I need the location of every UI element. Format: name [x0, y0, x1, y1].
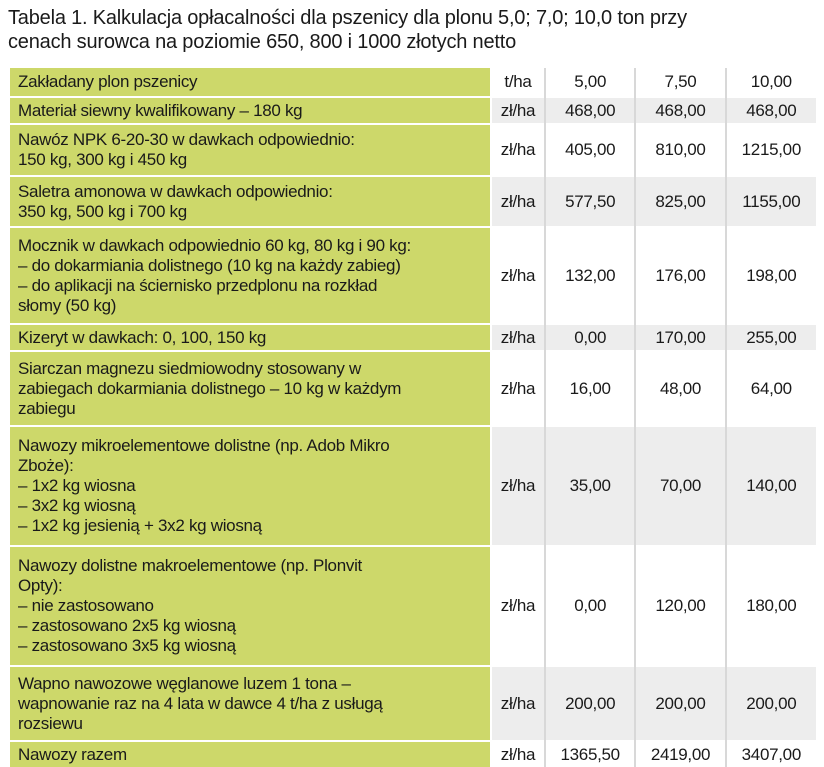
unit-cell: zł/ha [490, 226, 545, 324]
caption-line: Tabela 1. Kalkulacja opłacalności dla ps… [8, 7, 687, 29]
value-cell: 170,00 [634, 323, 726, 351]
row-label: Materiał siewny kwalifikowany – 180 kg [10, 96, 491, 124]
label-line: – zastosowano 3x5 kg wiosną [18, 636, 236, 655]
label-line: słomy (50 kg) [18, 295, 117, 315]
value-cell: 132,00 [543, 226, 636, 324]
label-line: zabiegu [18, 398, 76, 418]
row-label: Wapno nawozowe węglanowe luzem 1 tona – w… [10, 665, 491, 741]
unit-cell: t/ha [490, 66, 545, 97]
label-line: 350 kg, 500 kg i 700 kg [18, 201, 187, 221]
label-line: Saletra amonowa w dawkach odpowiednio: [18, 181, 333, 201]
label-line: rozsiewu [18, 713, 83, 733]
value-cell: 577,50 [543, 175, 636, 227]
table-row: Nawozy dolistne makroelementowe (np. Plo… [10, 545, 816, 666]
unit-cell: zł/ha [490, 545, 545, 666]
row-label: Nawozy mikroelementowe dolistne (np. Ado… [10, 425, 491, 546]
value-cell: 16,00 [543, 350, 636, 426]
label-line: Materiał siewny kwalifikowany – 180 kg [18, 100, 303, 120]
unit-cell: zł/ha [490, 175, 545, 227]
label-line: Nawozy mikroelementowe dolistne (np. Ado… [18, 436, 390, 455]
value-cell: 0,00 [543, 323, 636, 351]
table-row: Nawozy mikroelementowe dolistne (np. Ado… [10, 425, 816, 546]
unit-cell: zł/ha [490, 740, 545, 767]
label-line: Kizeryt w dawkach: 0, 100, 150 kg [18, 327, 267, 347]
value-cell: 0,00 [543, 545, 636, 666]
label-line: – 1x2 kg jesienią + 3x2 kg wiosną [18, 516, 262, 535]
value-cell: 1155,00 [724, 175, 816, 227]
label-line: – do dokarmiania dolistnego (10 kg na ka… [18, 255, 401, 275]
value-cell: 200,00 [543, 665, 636, 741]
table-row: Wapno nawozowe węglanowe luzem 1 tona – w… [10, 665, 816, 741]
value-cell: 176,00 [634, 226, 726, 324]
value-cell: 2419,00 [634, 740, 726, 767]
value-cell: 1215,00 [724, 123, 816, 176]
row-label: Nawozy razem [10, 740, 491, 767]
value-cell: 810,00 [634, 123, 726, 176]
value-cell: 180,00 [724, 545, 816, 666]
table-row: Mocznik w dawkach odpowiednio 60 kg, 80 … [10, 226, 816, 324]
value-cell: 255,00 [724, 323, 816, 351]
table-row: Zakładany plon pszenicy t/ha 5,00 7,50 10,00 [10, 66, 816, 97]
label-line: 150 kg, 300 kg i 450 kg [18, 150, 187, 169]
value-cell: 405,00 [543, 123, 636, 176]
row-label: Zakładany plon pszenicy [10, 66, 491, 97]
value-cell: 468,00 [543, 96, 636, 124]
label-line: Zboże): [18, 456, 74, 475]
label-line: – do aplikacji na ściernisko przedplonu … [18, 275, 378, 295]
label-line: Nawozy razem [18, 744, 127, 764]
label-line: Siarczan magnezu siedmiowodny stosowany … [18, 358, 361, 378]
unit-cell: zł/ha [490, 123, 545, 176]
unit-cell: zł/ha [490, 96, 545, 124]
value-cell: 120,00 [634, 545, 726, 666]
row-label: Kizeryt w dawkach: 0, 100, 150 kg [10, 323, 491, 351]
label-line: Opty): [18, 576, 63, 595]
table-row: Kizeryt w dawkach: 0, 100, 150 kg zł/ha 0,… [10, 323, 816, 351]
value-cell: 64,00 [724, 350, 816, 426]
value-cell: 200,00 [724, 665, 816, 741]
table-row: Nawóz NPK 6-20-30 w dawkach odpowiednio:… [10, 123, 816, 176]
value-cell: 7,50 [634, 66, 726, 97]
value-cell: 1365,50 [543, 740, 636, 767]
table-row: Materiał siewny kwalifikowany – 180 kg zł… [10, 96, 816, 124]
label-line: zabiegach dokarmiania dolistnego – 10 kg… [18, 378, 402, 398]
value-cell: 48,00 [634, 350, 726, 426]
value-cell: 825,00 [634, 175, 726, 227]
caption-line: cenach surowca na poziomie 650, 800 i 10… [8, 31, 517, 53]
row-label: Nawozy dolistne makroelementowe (np. Plo… [10, 545, 491, 666]
label-line: – 1x2 kg wiosna [18, 476, 136, 495]
value-cell: 468,00 [634, 96, 726, 124]
label-line: Zakładany plon pszenicy [18, 72, 198, 91]
label-line: Nawóz NPK 6-20-30 w dawkach odpowiednio: [18, 130, 355, 149]
label-line: Wapno nawozowe węglanowe luzem 1 tona – [18, 673, 351, 693]
table-caption: Tabela 1. Kalkulacja opłacalności dla ps… [8, 6, 687, 54]
table-row: Siarczan magnezu siedmiowodny stosowany … [10, 350, 816, 426]
label-line: – zastosowano 2x5 kg wiosną [18, 616, 236, 635]
label-line: – 3x2 kg wiosną [18, 496, 136, 515]
table-row: Saletra amonowa w dawkach odpowiednio: 35… [10, 175, 816, 227]
label-line: Nawozy dolistne makroelementowe (np. Plo… [18, 556, 362, 575]
row-label: Saletra amonowa w dawkach odpowiednio: 35… [10, 175, 491, 227]
row-label: Mocznik w dawkach odpowiednio 60 kg, 80 … [10, 226, 491, 324]
value-cell: 10,00 [724, 66, 816, 97]
label-line: wapnowanie raz na 4 lata w dawce 4 t/ha … [18, 693, 383, 713]
row-label: Nawóz NPK 6-20-30 w dawkach odpowiednio:… [10, 123, 491, 176]
value-cell: 198,00 [724, 226, 816, 324]
label-line: – nie zastosowano [18, 596, 154, 615]
unit-cell: zł/ha [490, 323, 545, 351]
label-line: Mocznik w dawkach odpowiednio 60 kg, 80 … [18, 235, 411, 255]
value-cell: 35,00 [543, 425, 636, 546]
unit-cell: zł/ha [490, 425, 545, 546]
value-cell: 70,00 [634, 425, 726, 546]
value-cell: 468,00 [724, 96, 816, 124]
unit-cell: zł/ha [490, 665, 545, 741]
value-cell: 3407,00 [724, 740, 816, 767]
unit-cell: zł/ha [490, 350, 545, 426]
cost-table: Zakładany plon pszenicy t/ha 5,00 7,50 10,00… [10, 66, 816, 767]
value-cell: 140,00 [724, 425, 816, 546]
table-row: Nawozy razem zł/ha 1365,50 2419,00 3407,00 [10, 740, 816, 767]
row-label: Siarczan magnezu siedmiowodny stosowany … [10, 350, 491, 426]
value-cell: 5,00 [543, 66, 636, 97]
value-cell: 200,00 [634, 665, 726, 741]
